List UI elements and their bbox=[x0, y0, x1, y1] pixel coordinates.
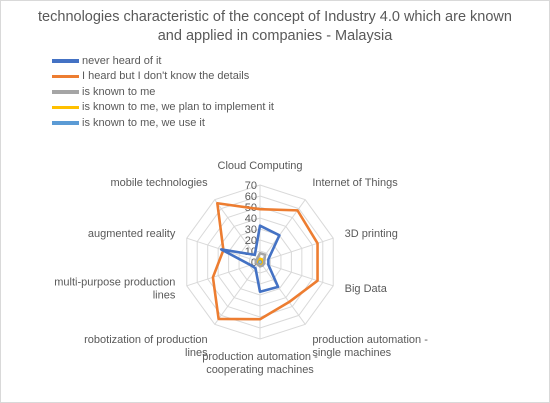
tick-label: 60 bbox=[245, 191, 257, 203]
category-label: production automation - bbox=[312, 334, 428, 346]
legend-swatch bbox=[52, 105, 79, 109]
category-label: mobile technologies bbox=[110, 177, 208, 189]
legend-item-plan-to-implement: is known to me, we plan to implement it bbox=[52, 100, 274, 116]
grid-spoke bbox=[259, 261, 334, 287]
category-label: cooperating machines bbox=[206, 364, 314, 376]
series-line bbox=[219, 224, 281, 294]
chart-title: technologies characteristic of the conce… bbox=[0, 8, 550, 46]
legend-swatch bbox=[52, 59, 79, 63]
category-label: multi-purpose production bbox=[54, 277, 175, 289]
category-label: lines bbox=[153, 290, 176, 302]
legend-label: is known to me bbox=[82, 85, 156, 98]
legend: never heard of it I heard but I don't kn… bbox=[52, 53, 274, 131]
category-label: 3D printing bbox=[345, 228, 398, 240]
chart-title-line-1: technologies characteristic of the conce… bbox=[38, 9, 512, 25]
legend-swatch bbox=[52, 74, 79, 78]
grid-spoke bbox=[186, 261, 261, 287]
legend-item-heard-no-details: I heard but I don't know the details bbox=[52, 69, 274, 85]
category-label: robotization of production bbox=[84, 334, 208, 346]
grid-spoke bbox=[259, 261, 306, 325]
legend-swatch bbox=[52, 121, 79, 125]
legend-item-never-heard: never heard of it bbox=[52, 53, 274, 69]
tick-label: 20 bbox=[245, 235, 257, 247]
series-line bbox=[254, 251, 267, 268]
category-label: Internet of Things bbox=[312, 177, 398, 189]
legend-label: is known to me, we plan to implement it bbox=[82, 101, 274, 114]
tick-label: 70 bbox=[245, 180, 257, 192]
tick-label: 40 bbox=[245, 213, 257, 225]
series-line bbox=[211, 201, 319, 321]
category-label: lines bbox=[185, 347, 208, 359]
grid-spoke bbox=[214, 199, 261, 263]
grid-spoke bbox=[214, 261, 261, 325]
tick-label: 0 bbox=[251, 257, 257, 269]
grid-spoke bbox=[259, 237, 334, 263]
chart-title-line-2: and applied in companies - Malaysia bbox=[157, 28, 393, 44]
legend-item-we-use-it: is known to me, we use it bbox=[52, 115, 274, 131]
legend-label: never heard of it bbox=[82, 54, 162, 67]
legend-label: I heard but I don't know the details bbox=[82, 70, 250, 83]
category-label: Cloud Computing bbox=[218, 160, 303, 172]
legend-label: is known to me, we use it bbox=[82, 116, 205, 129]
legend-swatch bbox=[52, 90, 79, 94]
category-label: augmented reality bbox=[88, 228, 176, 240]
category-label: production automation - bbox=[202, 351, 318, 363]
category-label: single machines bbox=[312, 347, 391, 359]
category-label: Big Data bbox=[345, 283, 388, 295]
legend-item-known: is known to me bbox=[52, 84, 274, 100]
tick-label: 30 bbox=[245, 224, 257, 236]
